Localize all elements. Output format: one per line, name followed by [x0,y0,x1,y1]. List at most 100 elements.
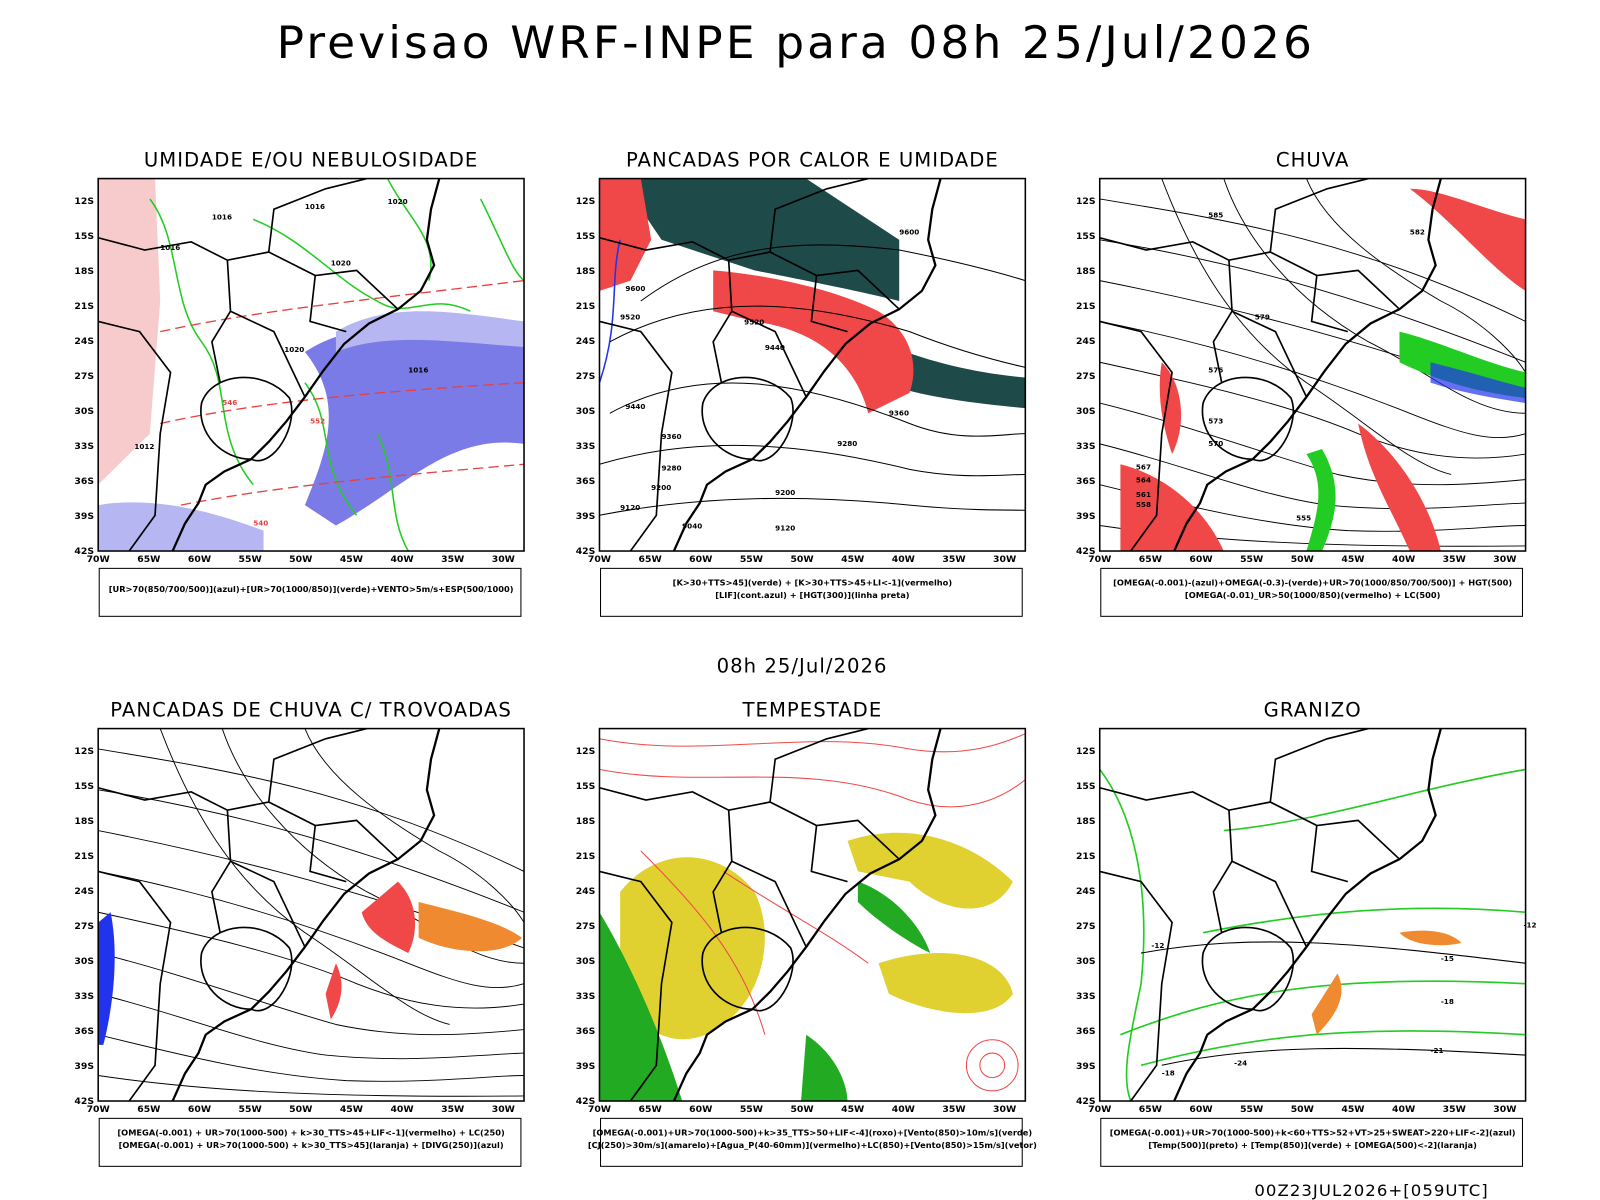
lat-label: 36S [576,1026,596,1037]
lon-label: 50W [790,1104,813,1115]
lat-label: 42S [1076,1096,1096,1107]
contour-label: 564 [1136,476,1151,485]
lon-label: 65W [1139,1104,1162,1115]
legend-text: [OMEGA(-0.001)+UR>70(1000-500)+k<60+TTS>… [1110,1128,1516,1138]
lat-label: 42S [576,546,596,557]
contour-label: 555 [1296,513,1311,522]
contour-label: 9120 [620,503,640,512]
panel-title: PANCADAS POR CALOR E UMIDADE [626,148,999,171]
contour-label: -12 [1151,941,1164,950]
lon-label: 45W [841,1104,864,1115]
contour-label: 567 [1136,462,1151,471]
contour-label: -18 [1441,997,1454,1006]
lat-label: 27S [74,371,94,382]
lon-label: 30W [993,1104,1016,1115]
lon-label: 55W [1240,554,1263,565]
lat-label: 33S [576,991,596,1002]
lat-label: 42S [74,1096,94,1107]
map-panel: 1016 1016 1020 1020 1016 1020 1016 1012 546 552 54… [97,177,525,552]
lon-label: 50W [1291,554,1314,565]
contour-label: 9280 [837,439,857,448]
lon-label: 45W [1341,1104,1364,1115]
coastline [1173,728,1442,1102]
contour-label: 9600 [625,284,645,293]
lat-label: 36S [1076,476,1096,487]
lon-label: 30W [1493,1104,1516,1115]
lat-label: 15S [1076,231,1096,242]
legend-box [600,567,1023,617]
lat-label: 36S [74,476,94,487]
lon-label: 55W [740,554,763,565]
lon-label: 35W [441,554,464,565]
contour-label: -24 [1234,1058,1247,1067]
lat-label: 18S [1076,816,1096,827]
borders [1099,728,1401,1102]
lat-label: 12S [576,746,596,757]
lon-label: 60W [188,1104,211,1115]
lon-label: 30W [993,554,1016,565]
legend-text: [UR>70(850/700/500)](azul)+[UR>70(1000/8… [109,584,514,594]
lat-label: 39S [74,1061,94,1072]
contour-label: 576 [1208,365,1223,374]
lat-label: 24S [1076,336,1096,347]
lon-label: 35W [1443,1104,1466,1115]
lat-label: 42S [74,546,94,557]
lon-label: 50W [790,554,813,565]
map-panel [97,727,525,1102]
panel-title: GRANIZO [1264,698,1362,721]
lon-label: 40W [390,1104,413,1115]
lon-label: 40W [892,1104,915,1115]
lat-label: 24S [1076,886,1096,897]
lat-label: 33S [74,441,94,452]
lat-label: 27S [576,921,596,932]
lat-label: 33S [74,991,94,1002]
lon-label: 40W [390,554,413,565]
legend-text: [LIF](cont.azul) + [HGT(300)](linha pret… [715,590,910,600]
lat-label: 18S [74,266,94,277]
lon-label: 65W [1139,554,1162,565]
lon-label: 60W [1189,1104,1212,1115]
lat-label: 30S [1076,956,1096,967]
lat-label: 30S [74,406,94,417]
contour-label: 561 [1136,490,1151,499]
lat-label: 12S [74,196,94,207]
lon-label: 55W [239,554,262,565]
panel-title: PANCADAS DE CHUVA C/ TROVOADAS [110,698,512,721]
lat-label: 39S [74,511,94,522]
legend-text: [OMEGA(-0.001)+UR>70(1000-500)+k>35_TTS>… [593,1128,1033,1138]
lat-label: 15S [576,781,596,792]
lat-label: 15S [74,231,94,242]
panel-title: TEMPESTADE [742,698,883,721]
contour-label: 9200 [775,488,795,497]
lat-label: 30S [576,956,596,967]
lon-label: 40W [1392,554,1415,565]
legend-text: [CJ(250)>30m/s](amarelo)+[Agua_P(40-60mm… [588,1140,1037,1150]
lon-label: 35W [942,1104,965,1115]
lat-label: 30S [576,406,596,417]
contour-label: 1016 [160,243,180,252]
contour-label: 552 [310,417,325,426]
contour-label: 9360 [889,408,909,417]
lat-label: 15S [576,231,596,242]
lon-label: 30W [1493,554,1516,565]
lat-label: 18S [576,266,596,277]
lon-label: 50W [1291,1104,1314,1115]
lon-label: 65W [639,1104,662,1115]
contour-label: 573 [1208,417,1223,426]
page-title: Previsao WRF-INPE para 08h 25/Jul/2026 [277,16,1315,69]
lat-label: 36S [74,1026,94,1037]
lon-label: 55W [740,1104,763,1115]
lat-label: 24S [74,886,94,897]
lon-label: 70W [588,554,611,565]
lon-label: 60W [689,554,712,565]
contour-label: 546 [222,398,237,407]
contour-label: 1020 [388,197,408,206]
contour-label: -12 [1524,921,1537,930]
contour-label: 9200 [651,483,671,492]
contour-label: 9280 [661,463,681,472]
lat-label: 18S [576,816,596,827]
panel-title: CHUVA [1276,148,1350,171]
lon-label: 70W [87,554,110,565]
contour-label: 1020 [284,345,304,354]
lon-label: 45W [340,1104,363,1115]
